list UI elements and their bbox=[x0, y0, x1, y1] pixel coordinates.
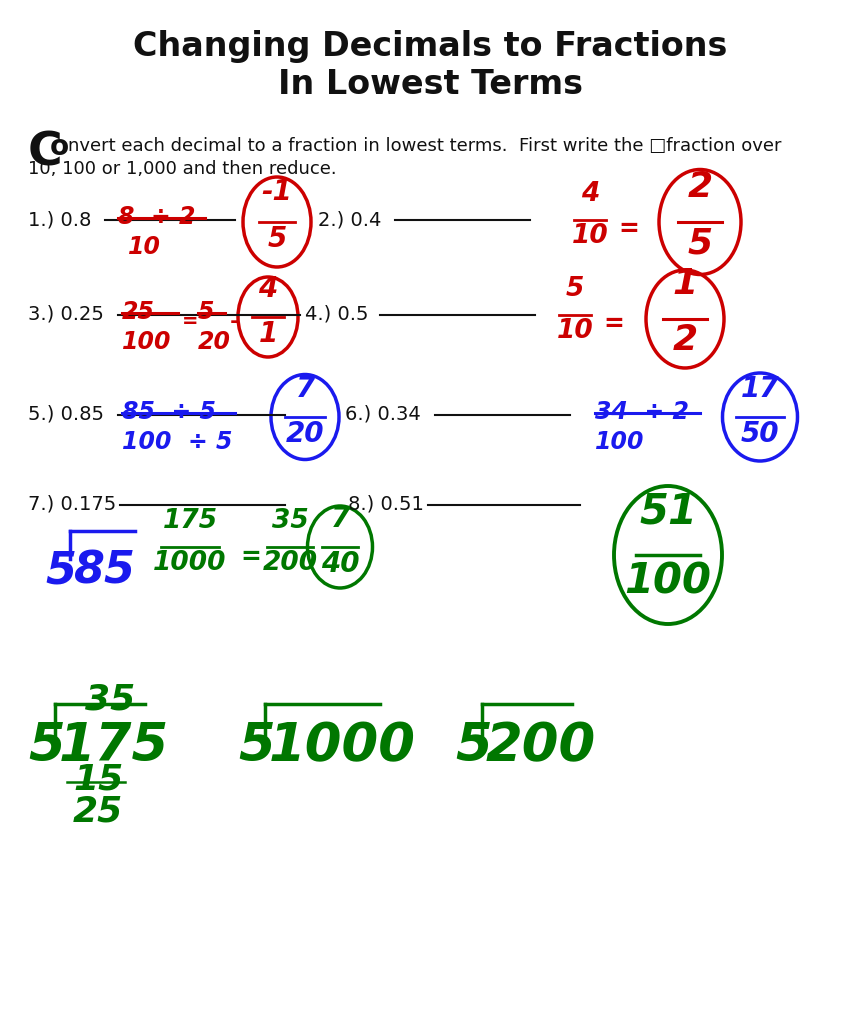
Text: 10: 10 bbox=[556, 318, 593, 344]
Text: 2: 2 bbox=[673, 323, 697, 357]
Text: 7: 7 bbox=[330, 505, 350, 534]
Text: 175: 175 bbox=[163, 508, 218, 534]
Text: 1000: 1000 bbox=[269, 720, 416, 772]
Text: 35: 35 bbox=[272, 508, 309, 534]
Text: 1: 1 bbox=[258, 319, 278, 348]
Text: -: - bbox=[230, 312, 239, 332]
Text: In Lowest Terms: In Lowest Terms bbox=[278, 68, 582, 101]
Text: =: = bbox=[240, 545, 261, 569]
Text: 10, 100 or 1,000 and then reduce.: 10, 100 or 1,000 and then reduce. bbox=[28, 160, 336, 178]
Text: =: = bbox=[603, 312, 624, 336]
Text: 5: 5 bbox=[687, 226, 713, 260]
Text: 25: 25 bbox=[122, 300, 155, 324]
Text: 25: 25 bbox=[73, 795, 123, 829]
Text: 10: 10 bbox=[128, 234, 161, 259]
Text: 5.) 0.85: 5.) 0.85 bbox=[28, 406, 104, 424]
Text: 6.) 0.34: 6.) 0.34 bbox=[345, 406, 421, 424]
Text: 5: 5 bbox=[267, 225, 286, 253]
Text: 34  ÷ 2: 34 ÷ 2 bbox=[595, 400, 689, 424]
Text: 2: 2 bbox=[687, 170, 713, 204]
Text: 85  ÷ 5: 85 ÷ 5 bbox=[122, 400, 216, 424]
Text: 4: 4 bbox=[580, 181, 599, 207]
Text: 4.) 0.5: 4.) 0.5 bbox=[305, 305, 368, 324]
Text: =: = bbox=[182, 312, 199, 331]
Text: 35: 35 bbox=[85, 682, 135, 716]
Text: 100  ÷ 5: 100 ÷ 5 bbox=[122, 430, 232, 454]
Text: 4: 4 bbox=[258, 275, 278, 303]
Text: 5: 5 bbox=[566, 276, 584, 302]
Text: =: = bbox=[618, 217, 639, 241]
Text: 8.) 0.51: 8.) 0.51 bbox=[348, 495, 424, 514]
Text: 7.) 0.175: 7.) 0.175 bbox=[28, 495, 116, 514]
Text: 85: 85 bbox=[73, 550, 135, 593]
Text: 200: 200 bbox=[262, 550, 317, 575]
Text: -1: -1 bbox=[261, 178, 292, 206]
Text: 3.) 0.25: 3.) 0.25 bbox=[28, 305, 104, 324]
Text: 15: 15 bbox=[73, 762, 123, 796]
Text: Changing Decimals to Fractions: Changing Decimals to Fractions bbox=[132, 30, 728, 63]
Text: 5: 5 bbox=[198, 300, 214, 324]
Text: 100: 100 bbox=[624, 560, 711, 602]
Text: 100: 100 bbox=[595, 430, 644, 454]
Text: 20: 20 bbox=[198, 330, 231, 354]
Text: 5: 5 bbox=[45, 550, 76, 593]
Text: 40: 40 bbox=[321, 550, 359, 578]
Text: nvert each decimal to a fraction in lowest terms.  First write the □fraction ove: nvert each decimal to a fraction in lowe… bbox=[68, 137, 782, 155]
Text: 5: 5 bbox=[455, 720, 492, 772]
Text: 1.) 0.8: 1.) 0.8 bbox=[28, 210, 91, 229]
Text: 100: 100 bbox=[122, 330, 171, 354]
Text: 200: 200 bbox=[486, 720, 596, 772]
Text: 1: 1 bbox=[673, 267, 697, 301]
Text: 17: 17 bbox=[740, 375, 779, 403]
Text: 175: 175 bbox=[59, 720, 169, 772]
Text: 5: 5 bbox=[238, 720, 274, 772]
Text: o: o bbox=[50, 133, 69, 161]
Text: 8  ÷ 2: 8 ÷ 2 bbox=[118, 205, 195, 229]
Text: 50: 50 bbox=[740, 420, 779, 449]
Text: 20: 20 bbox=[286, 420, 324, 449]
Text: 2.) 0.4: 2.) 0.4 bbox=[318, 210, 381, 229]
Text: 51: 51 bbox=[639, 490, 697, 534]
Text: 10: 10 bbox=[572, 223, 608, 249]
Text: 7: 7 bbox=[295, 375, 315, 403]
Text: 1000: 1000 bbox=[153, 550, 227, 575]
Text: 5: 5 bbox=[28, 720, 64, 772]
Text: C: C bbox=[28, 130, 63, 175]
